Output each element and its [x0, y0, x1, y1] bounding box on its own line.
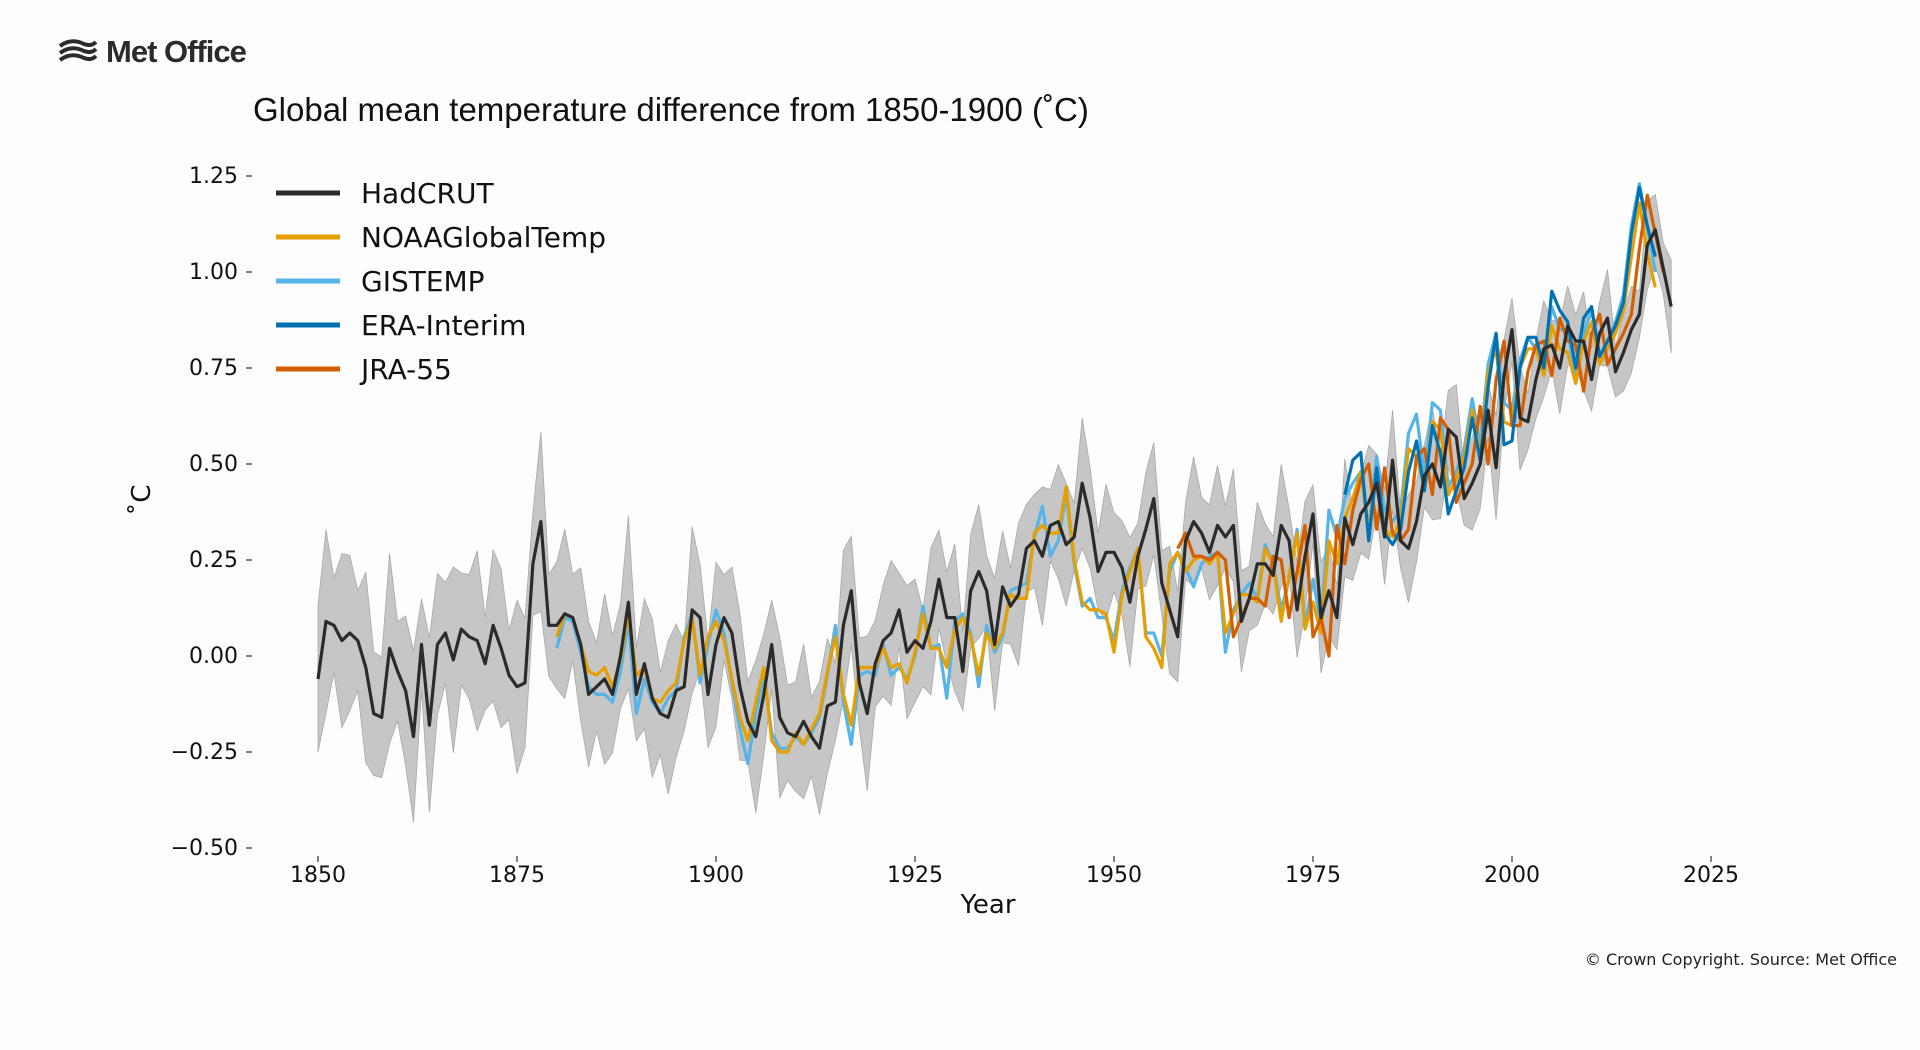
- series-layer: [316, 182, 1673, 766]
- legend-label-noaaglobaltemp: NOAAGlobalTemp: [361, 221, 606, 254]
- x-tick-label: 2000: [1484, 863, 1540, 888]
- y-tick-label: 0.00: [189, 644, 238, 669]
- y-tick-label: 0.75: [189, 356, 238, 381]
- legend-label-hadcrut: HadCRUT: [361, 177, 494, 210]
- y-tick-label: 1.25: [189, 164, 238, 189]
- y-tick-label: 1.00: [189, 260, 238, 285]
- y-tick-label: 0.25: [189, 548, 238, 573]
- copyright-notice: © Crown Copyright. Source: Met Office: [1584, 950, 1897, 969]
- legend: HadCRUT NOAAGlobalTemp GISTEMP ERA-Interim J…: [276, 177, 606, 386]
- series-line-noaaglobaltemp: [555, 201, 1657, 754]
- x-tick-label: 1875: [489, 863, 545, 888]
- y-tick-label: −0.50: [171, 836, 238, 861]
- x-tick-label: 1900: [688, 863, 744, 888]
- x-tick-label: 1975: [1285, 863, 1341, 888]
- uncertainty-band: [317, 193, 1672, 823]
- y-tick-label: 0.50: [189, 452, 238, 477]
- x-axis-label: Year: [959, 890, 1015, 920]
- legend-label-jra-55: JRA-55: [359, 353, 452, 386]
- series-line-jra-55: [1176, 193, 1665, 658]
- y-axis-label: ˚C: [127, 484, 157, 515]
- x-tick-label: 2025: [1683, 863, 1739, 888]
- x-tick-label: 1950: [1086, 863, 1142, 888]
- legend-label-gistemp: GISTEMP: [361, 265, 485, 298]
- logo-text: Met Office: [106, 34, 247, 69]
- legend-label-era-interim: ERA-Interim: [361, 309, 526, 342]
- chart-title: Global mean temperature difference from …: [253, 91, 1089, 128]
- uncertainty-band-layer: [317, 193, 1672, 823]
- x-tick-label: 1925: [887, 863, 943, 888]
- y-tick-label: −0.25: [171, 740, 238, 765]
- met-office-waves-icon: [58, 39, 98, 62]
- axes-layer: −0.50 −0.25 0.00 0.25 0.50 0.75 1.00 1.25 1850 18…: [171, 164, 1739, 888]
- x-tick-label: 1850: [290, 863, 346, 888]
- series-line-hadcrut: [316, 228, 1673, 750]
- series-line-era-interim: [1343, 185, 1657, 547]
- met-office-logo: Met Office: [58, 34, 247, 70]
